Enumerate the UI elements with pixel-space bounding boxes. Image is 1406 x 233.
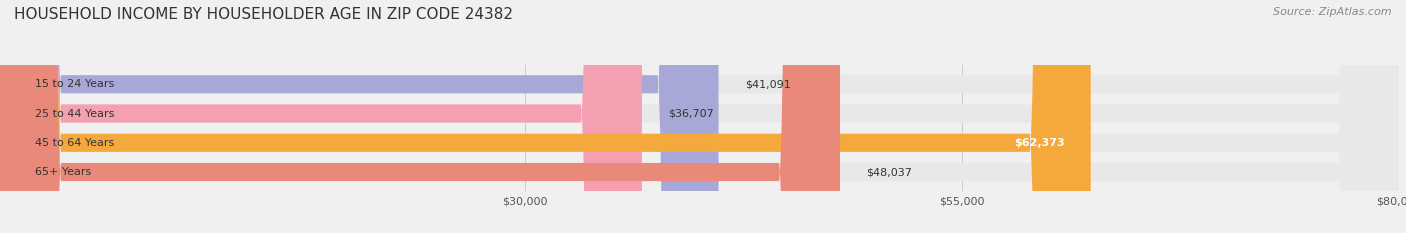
Text: $62,373: $62,373 xyxy=(1014,138,1064,148)
FancyBboxPatch shape xyxy=(0,0,839,233)
Text: $36,707: $36,707 xyxy=(668,109,714,119)
Text: $41,091: $41,091 xyxy=(745,79,790,89)
Text: 45 to 64 Years: 45 to 64 Years xyxy=(35,138,114,148)
Text: HOUSEHOLD INCOME BY HOUSEHOLDER AGE IN ZIP CODE 24382: HOUSEHOLD INCOME BY HOUSEHOLDER AGE IN Z… xyxy=(14,7,513,22)
FancyBboxPatch shape xyxy=(0,0,718,233)
Text: 15 to 24 Years: 15 to 24 Years xyxy=(35,79,114,89)
Text: 25 to 44 Years: 25 to 44 Years xyxy=(35,109,114,119)
FancyBboxPatch shape xyxy=(0,0,643,233)
Text: $48,037: $48,037 xyxy=(866,167,912,177)
FancyBboxPatch shape xyxy=(0,0,1091,233)
Text: Source: ZipAtlas.com: Source: ZipAtlas.com xyxy=(1274,7,1392,17)
Text: 65+ Years: 65+ Years xyxy=(35,167,91,177)
